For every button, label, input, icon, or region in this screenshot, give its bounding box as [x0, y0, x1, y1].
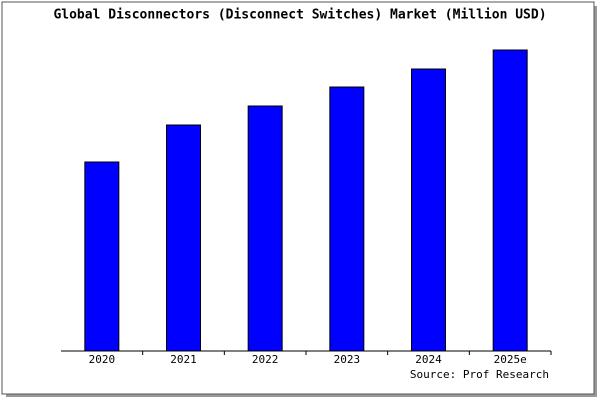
x-tick-label: 2022 [252, 353, 279, 366]
x-tick-label: 2025e [494, 353, 527, 366]
x-tick-label: 2023 [334, 353, 361, 366]
x-tick-label: 2020 [89, 353, 116, 366]
bar [84, 161, 120, 352]
source: Source: Prof Research [410, 368, 549, 381]
bar [411, 68, 446, 352]
bar [166, 124, 201, 352]
bar [329, 86, 365, 352]
bar [492, 49, 528, 352]
x-tick-label: 2021 [170, 353, 197, 366]
chart-title: Global Disconnectors (Disconnect Switche… [53, 8, 546, 23]
bar [247, 105, 283, 352]
x-tick-label: 2024 [415, 353, 442, 366]
